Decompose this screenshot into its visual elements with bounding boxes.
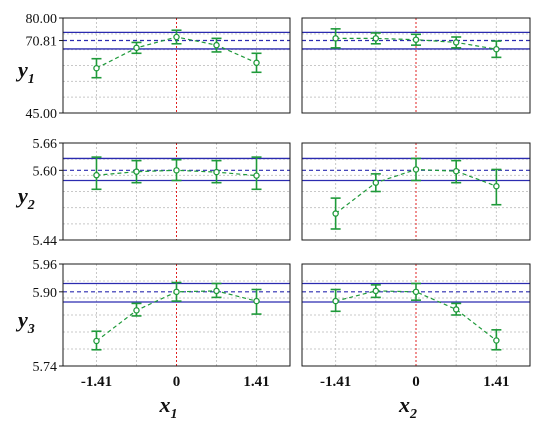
data-point [253, 297, 260, 305]
y-tick-label: 70.81 [26, 35, 58, 50]
panel-frame [301, 17, 531, 114]
data-point [332, 210, 339, 217]
data-point [493, 182, 500, 190]
panel-y2-vs-x2 [301, 142, 531, 241]
panel-frame [62, 142, 291, 241]
data-point [332, 35, 339, 42]
data-point [93, 337, 100, 345]
data-point [372, 179, 380, 186]
data-point [372, 35, 380, 42]
row-label-subscript: 3 [27, 322, 35, 337]
data-point [452, 39, 460, 46]
x-tick-label: 1.41 [483, 374, 509, 390]
panel-y1-vs-x2 [301, 17, 531, 114]
panel-frame [301, 263, 531, 367]
y-tick-label: 45.00 [26, 107, 58, 122]
data-point [173, 167, 180, 174]
column-label-x2: x2 [398, 392, 417, 422]
data-point [133, 307, 140, 314]
data-point [452, 306, 460, 313]
panel-y3-vs-x2 [301, 263, 531, 367]
x-tick-label: -1.41 [81, 374, 112, 390]
column-label-subscript: 1 [171, 407, 178, 422]
column-label-subscript: 2 [409, 407, 417, 422]
data-point [253, 172, 260, 179]
x-tick-label: 0 [173, 374, 181, 390]
data-point [133, 44, 140, 52]
y-tick-label: 5.96 [33, 258, 58, 273]
y-tick-label: 5.90 [33, 286, 58, 301]
y-tick-label: 5.60 [33, 164, 58, 179]
y-tick-label: 80.00 [26, 12, 58, 27]
column-label-main: x [159, 392, 171, 417]
data-point [213, 168, 220, 176]
y-tick-label: 5.66 [33, 137, 58, 152]
data-point [253, 59, 260, 67]
data-point [412, 166, 420, 173]
data-point [412, 288, 420, 296]
data-point [372, 287, 380, 295]
row-label-y2: y2 [15, 183, 35, 213]
row-label-main: y [15, 183, 28, 208]
data-point [93, 171, 100, 179]
panel-y1-vs-x1: 80.00 70.81 45.00 [26, 12, 291, 122]
panel-frame [62, 263, 291, 367]
panel-y2-vs-x1: 5.66 5.60 5.44 [33, 137, 291, 249]
x-tick-label: -1.41 [320, 374, 351, 390]
row-label-subscript: 1 [28, 72, 35, 87]
column-label-main: x [398, 392, 410, 417]
x-tick-label: 1.41 [243, 374, 269, 390]
data-point [493, 45, 500, 53]
data-point [93, 64, 100, 72]
data-point [452, 167, 460, 175]
y-tick-label: 5.74 [33, 360, 58, 375]
row-label-main: y [15, 307, 28, 332]
row-label-y3: y3 [15, 307, 35, 337]
data-point [133, 168, 140, 175]
row-label-subscript: 2 [27, 198, 35, 213]
data-point [173, 33, 180, 41]
y-tick-label: 5.44 [33, 234, 58, 249]
panel-y3-vs-x1: 5.96 5.90 5.74 [33, 258, 291, 375]
x-tick-label: 0 [412, 374, 420, 390]
data-point [173, 288, 180, 296]
panel-frame [62, 17, 291, 114]
data-point [213, 41, 220, 49]
data-point [493, 337, 500, 344]
column-label-x1: x1 [159, 392, 178, 422]
data-point [332, 297, 339, 305]
row-label-y1: y1 [15, 57, 35, 87]
row-label-main: y [15, 57, 28, 82]
panel-frame [301, 142, 531, 241]
series-line [335, 290, 497, 341]
data-point [412, 36, 420, 43]
data-point [213, 287, 220, 295]
